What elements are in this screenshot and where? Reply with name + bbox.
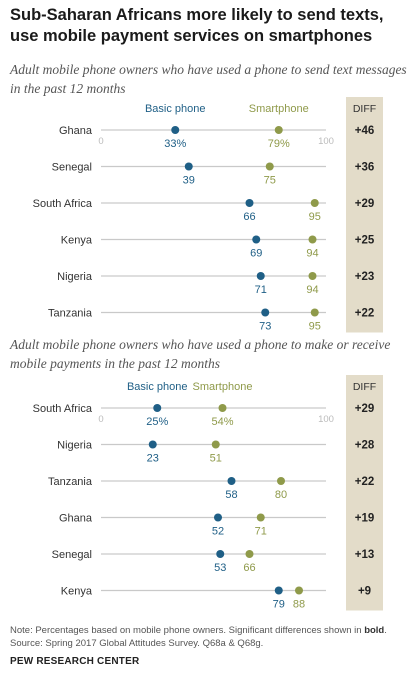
smartphone-point	[308, 235, 317, 244]
basic-phone-value-label: 39	[183, 175, 195, 187]
diff-value: +28	[355, 440, 375, 452]
basic-phone-value-label: 52	[212, 526, 224, 538]
diff-value: +36	[355, 162, 375, 174]
diff-value: +9	[358, 586, 371, 598]
basic-phone-point	[184, 162, 193, 171]
smartphone-point	[211, 440, 220, 449]
basic-phone-value-label: 58	[225, 489, 237, 501]
basic-phone-value-label: 23	[147, 453, 159, 465]
diff-value: +22	[355, 308, 375, 320]
country-label: Kenya	[61, 586, 93, 598]
smartphone-point	[308, 272, 317, 280]
basic-phone-point	[245, 199, 254, 207]
basic-phone-point	[216, 550, 225, 558]
basic-phone-point	[274, 586, 283, 595]
basic-phone-point	[171, 126, 180, 134]
tick-label: 100	[318, 414, 334, 425]
diff-value: +23	[355, 271, 375, 283]
country-label: South Africa	[33, 198, 93, 210]
basic-phone-point	[261, 308, 270, 317]
smartphone-value-label: 71	[255, 526, 267, 538]
smartphone-value-label: 95	[309, 321, 321, 333]
basic-phone-value-label: 79	[273, 599, 285, 611]
basic-phone-value-label: 73	[259, 321, 271, 333]
basic-phone-value-label: 71	[255, 284, 267, 296]
basic-phone-point	[252, 235, 261, 244]
country-label: Senegal	[52, 549, 92, 561]
smartphone-point	[265, 162, 274, 171]
country-label: Tanzania	[48, 476, 93, 488]
smartphone-point	[256, 513, 265, 522]
country-label: Tanzania	[48, 308, 93, 320]
legend-smartphone: Smartphone	[193, 381, 253, 393]
payments-dot-chart: DIFF Basic phone Smartphone 0 100 South Afric…	[33, 375, 383, 611]
chart1-subtitle: Adult mobile phone owners who have used …	[10, 62, 407, 96]
tick-label: 0	[98, 136, 103, 147]
diff-column-background	[346, 97, 383, 333]
country-label: Kenya	[61, 235, 93, 247]
smartphone-value-label: 94	[306, 248, 318, 260]
legend-basic-phone: Basic phone	[145, 103, 206, 115]
diff-value: +29	[355, 198, 375, 210]
source-line: Source: Spring 2017 Global Attitudes Sur…	[10, 638, 264, 649]
country-label: South Africa	[33, 403, 93, 415]
chart-title: Sub-Saharan Africans more likely to send…	[10, 6, 384, 45]
country-label: Senegal	[52, 162, 92, 174]
smartphone-point	[310, 308, 319, 317]
basic-phone-point	[153, 404, 162, 412]
chart-note: Note: Percentages based on mobile phone …	[10, 624, 415, 650]
smartphone-point	[310, 199, 319, 207]
basic-phone-point	[148, 440, 157, 449]
country-label: Nigeria	[57, 271, 93, 283]
diff-header: DIFF	[353, 381, 376, 393]
diff-value: +25	[355, 235, 375, 247]
country-label: Nigeria	[57, 440, 93, 452]
chart2-subtitle: Adult mobile phone owners who have used …	[10, 337, 391, 371]
diff-value: +13	[355, 549, 375, 561]
legend-basic-phone: Basic phone	[127, 381, 188, 393]
pew-footer-logo: PEW RESEARCH CENTER	[10, 656, 140, 667]
basic-phone-value-label: 33%	[164, 138, 186, 150]
diff-value: +19	[355, 513, 375, 525]
smartphone-value-label: 66	[243, 562, 255, 574]
note-prefix: Note: Percentages based on mobile phone …	[10, 625, 365, 636]
tick-label: 0	[98, 414, 103, 425]
smartphone-value-label: 79%	[268, 138, 290, 150]
smartphone-point	[245, 550, 254, 558]
note-bold: bold	[364, 625, 385, 636]
smartphone-point	[295, 586, 303, 595]
smartphone-value-label: 80	[275, 489, 287, 501]
smartphone-value-label: 95	[309, 211, 321, 223]
smartphone-point	[218, 404, 227, 412]
diff-value: +46	[355, 125, 375, 137]
basic-phone-point	[256, 272, 265, 280]
country-label: Ghana	[59, 125, 93, 137]
smartphone-point	[277, 477, 285, 485]
diff-value: +22	[355, 476, 375, 488]
smartphone-point	[274, 126, 283, 134]
smartphone-value-label: 51	[210, 453, 222, 465]
basic-phone-value-label: 25%	[146, 416, 168, 428]
basic-phone-point	[214, 513, 222, 522]
basic-phone-value-label: 69	[250, 248, 262, 260]
legend-smartphone: Smartphone	[249, 103, 309, 115]
note-suffix: .	[384, 625, 387, 636]
country-label: Ghana	[59, 513, 93, 525]
texting-dot-chart: DIFF Basic phone Smartphone 0 100 Ghana 33% 79%…	[33, 97, 383, 333]
smartphone-value-label: 88	[293, 599, 305, 611]
diff-value: +29	[355, 403, 375, 415]
smartphone-value-label: 94	[306, 284, 318, 296]
tick-label: 100	[318, 136, 334, 147]
diff-header: DIFF	[353, 103, 376, 115]
basic-phone-point	[227, 477, 236, 485]
smartphone-value-label: 54%	[211, 416, 233, 428]
smartphone-value-label: 75	[264, 175, 276, 187]
basic-phone-value-label: 53	[214, 562, 226, 574]
diff-column-background	[346, 375, 383, 611]
basic-phone-value-label: 66	[243, 211, 255, 223]
